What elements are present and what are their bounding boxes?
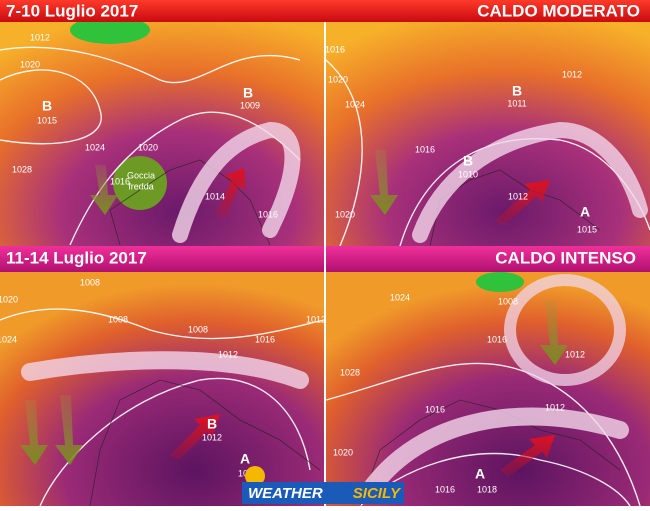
logo-box: [242, 482, 404, 504]
isobar-label: 1018: [477, 484, 497, 494]
isobar-label: 1016: [255, 334, 275, 344]
isobar-label: 1008: [188, 324, 208, 334]
map-panel: [326, 22, 650, 246]
isobar-label: fredda: [128, 181, 154, 191]
isobar-label: 1016: [487, 334, 507, 344]
logo-word: SICILY: [353, 485, 402, 502]
isobar-label: 1012: [30, 32, 50, 42]
logo-sun: [245, 466, 265, 486]
warm-arrow: [495, 180, 550, 226]
period-title: 11-14 Luglio 2017: [6, 248, 147, 267]
map-panel: [0, 272, 324, 506]
heat-label: CALDO INTENSO: [495, 248, 636, 267]
warm-arrow: [500, 435, 555, 477]
isobar-label: 1012: [306, 314, 326, 324]
isobar: [325, 362, 641, 507]
isobar-label: 1016: [435, 484, 455, 494]
isobar-label: 1024: [0, 334, 17, 344]
warm-arrow: [170, 414, 220, 461]
period-title: 7-10 Luglio 2017: [6, 1, 138, 20]
isobar-label: 1011: [507, 98, 526, 108]
isobar-label: 1020: [328, 74, 348, 84]
isobar-label: 1012: [202, 432, 222, 442]
isobar-label: 1012: [562, 69, 582, 79]
cold-arrow: [540, 300, 568, 365]
isobar-label: 1020: [0, 294, 18, 304]
coastline: [89, 379, 321, 507]
pressure-center: A: [580, 204, 590, 220]
trough-ring: [504, 274, 626, 386]
low-area: [476, 272, 524, 292]
isobar: [0, 46, 301, 84]
pressure-center: A: [240, 451, 250, 467]
isobar-label: 1016: [110, 176, 130, 186]
isobar-label: 1028: [340, 367, 360, 377]
ridge-arrow: [361, 407, 629, 499]
heat-label: CALDO MODERATO: [477, 1, 640, 20]
isobar-label: 1016: [325, 44, 345, 54]
ridge-arrow: [21, 351, 309, 389]
isobar-label: 1020: [333, 447, 353, 457]
flow-arrows: [20, 121, 648, 499]
cold-arrow: [370, 150, 398, 215]
low-area: [70, 16, 150, 44]
isobar-label: 1020: [20, 59, 40, 69]
isobar-label: 1015: [577, 224, 597, 234]
isobar-label: 1012: [218, 349, 238, 359]
isobar-label: 1020: [138, 142, 158, 152]
pressure-center: B: [512, 83, 522, 99]
isobar-label: 1024: [390, 292, 410, 302]
logo-word: WEATHER: [248, 485, 323, 502]
isobar-label: 1012: [565, 349, 585, 359]
isobar-label: 1009: [240, 100, 260, 110]
isobar-label: 1015: [37, 115, 57, 125]
isobar-label: 1024: [345, 99, 365, 109]
cold-arrow: [90, 165, 118, 215]
cold-drop: [113, 156, 167, 210]
coastline: [359, 399, 621, 507]
ridge-arrow: [412, 121, 648, 243]
isobar-label: 1008: [498, 296, 518, 306]
cold-arrow: [55, 395, 83, 465]
isobar-label: 1016: [415, 144, 435, 154]
isobar-label: 1014: [205, 191, 225, 201]
isobar: [0, 308, 325, 340]
isobar-label: 1028: [12, 164, 32, 174]
ridge-arrow: [172, 121, 301, 243]
isobar: [0, 69, 102, 145]
isobar-label: 1012: [545, 402, 565, 412]
pressure-center: B: [243, 85, 253, 101]
logo: WEATHER SICILY: [242, 466, 404, 504]
cold-arrow: [20, 400, 48, 465]
warm-arrow: [215, 168, 246, 218]
isobar-label: 1016: [258, 209, 278, 219]
isobar-label: 1010: [458, 169, 478, 179]
pressure-center: B: [42, 98, 52, 114]
isobar-label: 1008: [80, 277, 100, 287]
top-banner: [0, 0, 650, 22]
isobar-label: Goccia: [127, 170, 155, 180]
isobar-label: 1008: [108, 314, 128, 324]
isobar-label: 1012: [508, 191, 528, 201]
coastline: [109, 159, 271, 246]
isobar-label: 1016: [425, 404, 445, 414]
pressure-center: A: [475, 466, 485, 482]
pressure-center: B: [463, 153, 473, 169]
isobar-label: 1020: [335, 209, 355, 219]
pressure-center: B: [207, 416, 217, 432]
isobar-label: 1024: [85, 142, 105, 152]
isobar: [325, 59, 363, 247]
